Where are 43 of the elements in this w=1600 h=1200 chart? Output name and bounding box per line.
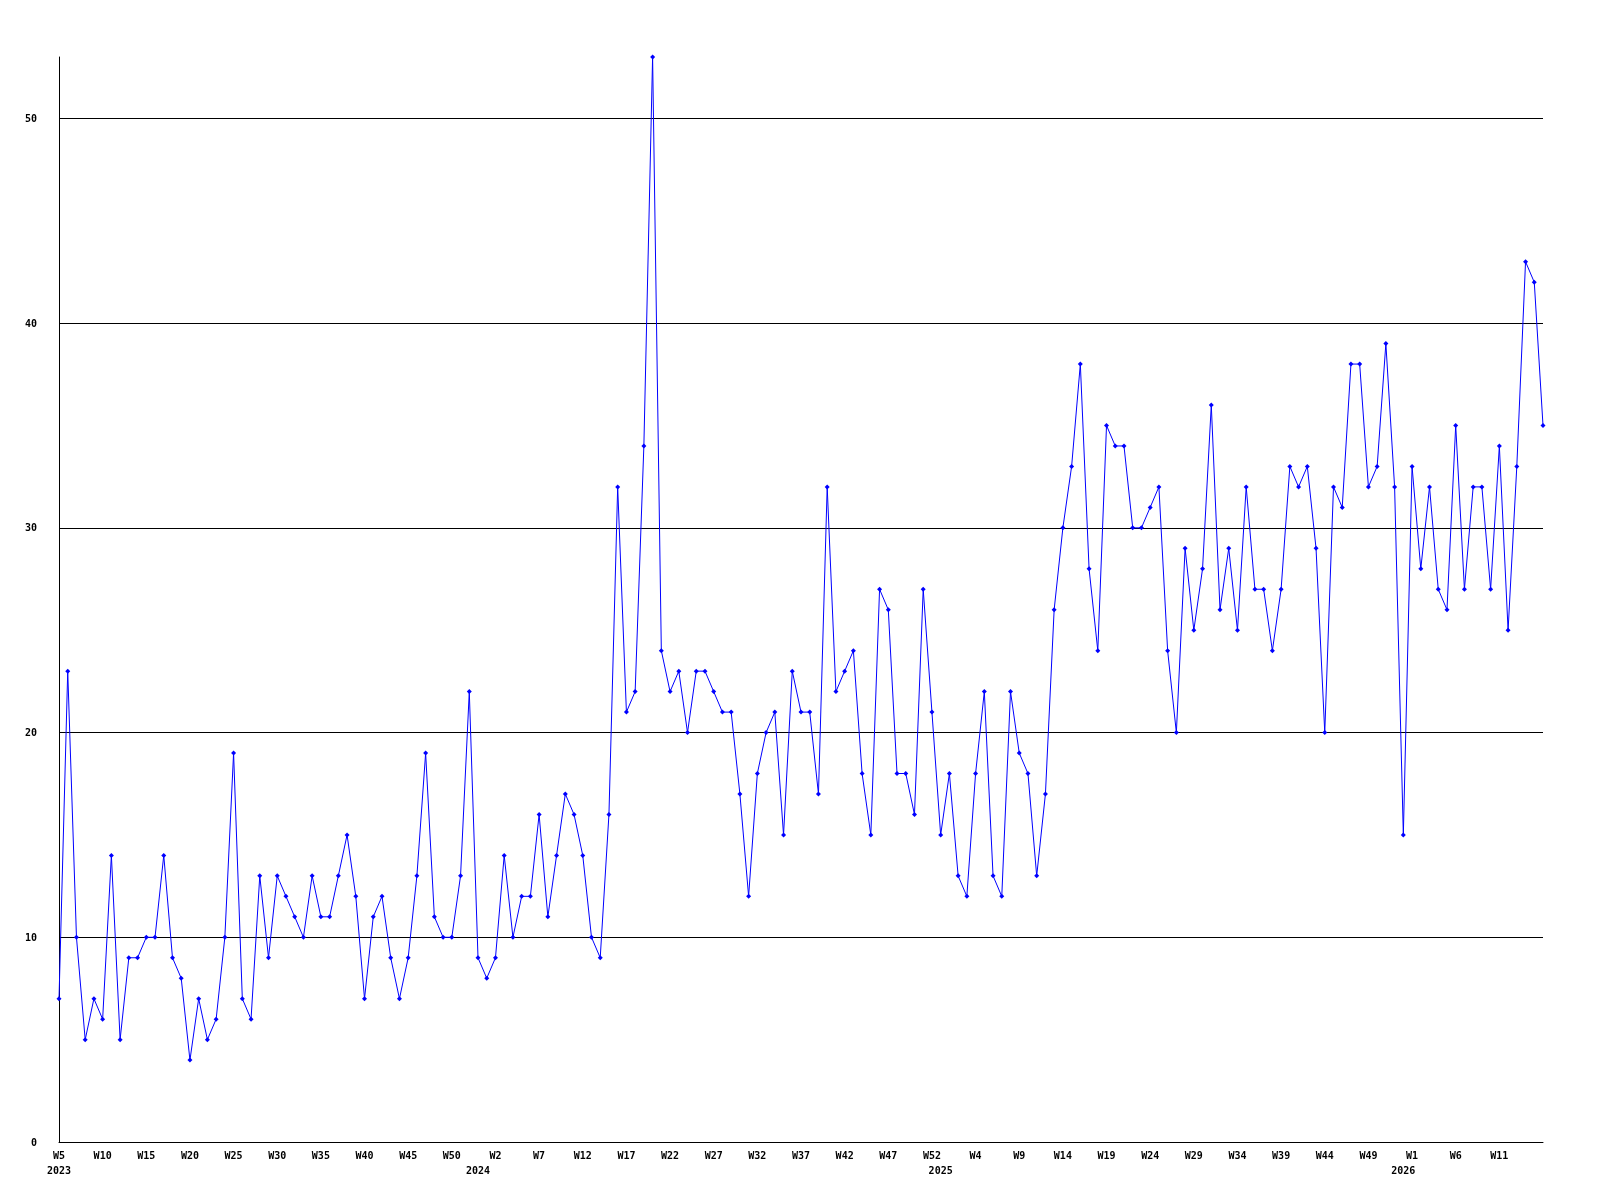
x-tick-label: W6 bbox=[1449, 1150, 1462, 1161]
y-tick-label: 50 bbox=[24, 112, 37, 124]
x-tick-label: W9 bbox=[1013, 1150, 1026, 1161]
y-tick-label: 20 bbox=[24, 727, 37, 739]
x-tick-label: W50 bbox=[442, 1150, 461, 1161]
x-tick-label: W44 bbox=[1315, 1150, 1334, 1161]
x-tick-label: W15 bbox=[137, 1150, 156, 1161]
x-tick-label: W24 bbox=[1141, 1150, 1160, 1161]
y-tick-label: 0 bbox=[30, 1136, 37, 1148]
x-tick-label: W12 bbox=[573, 1150, 592, 1161]
y-tick-label: 40 bbox=[24, 317, 37, 329]
x-tick-label: W27 bbox=[704, 1150, 723, 1161]
x-tick-label: W49 bbox=[1359, 1150, 1378, 1161]
x-tick-label: W17 bbox=[617, 1150, 636, 1161]
x-tick-label: W11 bbox=[1490, 1150, 1509, 1161]
y-tick-label: 30 bbox=[24, 522, 37, 534]
x-tick-label: W29 bbox=[1184, 1150, 1203, 1161]
x-tick-label: W7 bbox=[533, 1150, 546, 1161]
x-tick-label: W25 bbox=[224, 1150, 243, 1161]
x-tick-label: W2 bbox=[489, 1150, 502, 1161]
x-tick-label: 2024 bbox=[465, 1165, 491, 1176]
x-tick-label: W45 bbox=[399, 1150, 418, 1161]
x-tick-label: W14 bbox=[1053, 1150, 1072, 1161]
x-tick-label: W39 bbox=[1272, 1150, 1291, 1161]
x-tick-label: W52 bbox=[922, 1150, 941, 1161]
x-tick-label: 2026 bbox=[1391, 1165, 1416, 1176]
x-tick-label: W47 bbox=[879, 1150, 898, 1161]
x-tick-label: W1 bbox=[1406, 1150, 1419, 1161]
x-tick-label: W10 bbox=[93, 1150, 112, 1161]
x-tick-label: W5 2023 bbox=[46, 1150, 72, 1176]
x-tick-label: W19 bbox=[1097, 1150, 1116, 1161]
y-tick-label: 10 bbox=[24, 931, 37, 943]
x-tick-label: W22 bbox=[661, 1150, 680, 1161]
x-tick-label: W20 bbox=[180, 1150, 199, 1161]
x-tick-label: W30 bbox=[268, 1150, 287, 1161]
x-tick-label: W40 bbox=[355, 1150, 374, 1161]
x-tick-label: W35 bbox=[311, 1150, 330, 1161]
x-tick-label: W32 bbox=[748, 1150, 767, 1161]
x-tick-label: W42 bbox=[835, 1150, 854, 1161]
x-tick-label: W34 bbox=[1228, 1150, 1247, 1161]
x-tick-label: 2025 bbox=[928, 1165, 953, 1176]
x-tick-label: W4 bbox=[969, 1150, 982, 1161]
x-tick-label: W37 bbox=[791, 1150, 811, 1161]
